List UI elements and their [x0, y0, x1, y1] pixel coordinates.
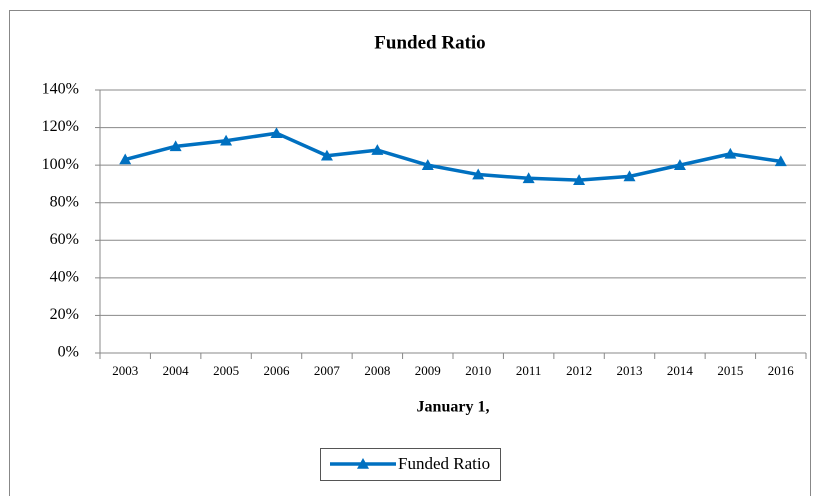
point-marker — [270, 127, 283, 139]
y-tick-label: 60% — [50, 231, 79, 248]
point-marker — [724, 147, 737, 159]
x-tick-label: 2011 — [516, 363, 542, 378]
x-tick-label: 2006 — [264, 363, 291, 378]
point-marker — [774, 155, 787, 167]
point-marker — [320, 149, 333, 161]
x-axis-label: January 1, — [417, 399, 490, 416]
y-tick-label: 0% — [58, 344, 79, 361]
point-marker — [371, 144, 384, 155]
point-marker — [573, 174, 586, 185]
point-marker — [119, 153, 132, 165]
point-marker — [220, 134, 233, 146]
x-tick-label: 2007 — [314, 363, 341, 378]
legend-marker — [357, 458, 369, 469]
x-tick-label: 2010 — [465, 363, 491, 378]
series-line — [124, 131, 782, 182]
x-tick-label: 2012 — [566, 363, 592, 378]
x-tick-label: 2004 — [163, 363, 190, 378]
legend-label: Funded Ratio — [398, 454, 490, 473]
y-tick-label: 120% — [42, 118, 79, 135]
x-tick-label: 2009 — [415, 363, 441, 378]
y-tick-label: 80% — [50, 193, 79, 210]
y-tick-label: 140% — [42, 81, 79, 98]
point-marker — [169, 140, 182, 152]
y-tick-label: 20% — [50, 306, 79, 323]
x-tick-label: 2015 — [717, 363, 743, 378]
y-tick-label: 100% — [42, 156, 79, 173]
x-tick-label: 2013 — [617, 363, 643, 378]
y-tick-label: 40% — [50, 269, 79, 286]
point-marker — [522, 172, 535, 184]
x-tick-label: 2016 — [768, 363, 795, 378]
point-marker — [472, 168, 485, 180]
point-marker — [623, 170, 636, 182]
point-marker — [421, 159, 434, 170]
x-tick-label: 2005 — [213, 363, 239, 378]
point-marker — [673, 159, 686, 170]
x-tick-label: 2008 — [364, 363, 390, 378]
chart-frame — [9, 10, 811, 496]
chart-title: Funded Ratio — [374, 32, 485, 53]
x-tick-label: 2014 — [667, 363, 694, 378]
x-tick-label: 2003 — [112, 363, 138, 378]
